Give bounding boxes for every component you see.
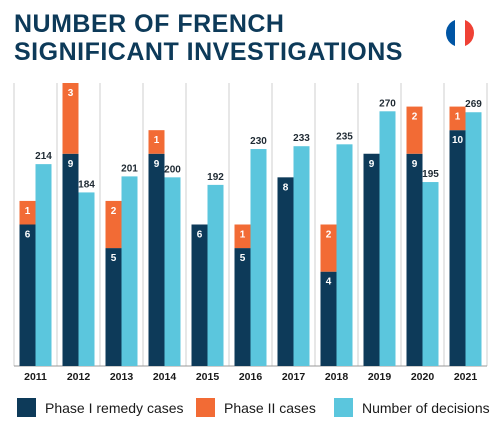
label-phase1-2020: 9 xyxy=(412,159,418,170)
label-decisions-2015: 192 xyxy=(207,172,224,183)
label-decisions-2019: 270 xyxy=(379,98,396,109)
bar-phase1-2012 xyxy=(62,153,79,366)
x-tick-2015: 2015 xyxy=(196,371,220,383)
bar-phase1-2021 xyxy=(449,130,466,366)
flag-stripe-blue xyxy=(446,19,456,47)
x-tick-2011: 2011 xyxy=(24,371,47,383)
bar-phase1-2019 xyxy=(363,153,380,366)
label-phase2-2020: 2 xyxy=(412,112,418,123)
legend-item-phase2: Phase II cases xyxy=(196,398,316,417)
flag-stripe-red xyxy=(464,19,474,47)
bar-phase1-2014 xyxy=(148,153,165,366)
bar-phase1-2011 xyxy=(19,224,36,366)
bar-decisions-2017 xyxy=(293,146,310,366)
bar-decisions-2021 xyxy=(465,112,482,366)
bar-decisions-2014 xyxy=(164,177,181,366)
label-phase1-2012: 9 xyxy=(68,159,74,170)
legend-item-phase1: Phase I remedy cases xyxy=(17,398,184,417)
bar-phase2-2016 xyxy=(234,224,251,249)
bar-chart: 6121420119318420125220120139120020146192… xyxy=(13,83,488,383)
x-tick-2018: 2018 xyxy=(325,371,349,383)
x-tick-2020: 2020 xyxy=(411,371,435,383)
bar-phase2-2020 xyxy=(406,106,423,154)
label-phase1-2011: 6 xyxy=(25,230,31,241)
bar-phase2-2011 xyxy=(19,200,36,225)
bar-phase2-2013 xyxy=(105,200,122,249)
legend-item-decisions: Number of decisions xyxy=(334,398,490,417)
x-tick-2017: 2017 xyxy=(282,371,306,383)
bar-decisions-2019 xyxy=(379,111,396,366)
bar-phase1-2016 xyxy=(234,248,251,366)
legend-swatch-phase2 xyxy=(196,398,215,417)
label-phase1-2021: 10 xyxy=(452,135,464,146)
bar-phase1-2020 xyxy=(406,153,423,366)
label-phase1-2018: 4 xyxy=(326,277,332,288)
bar-decisions-2015 xyxy=(207,184,224,366)
bar-decisions-2016 xyxy=(250,149,267,366)
label-phase1-2015: 6 xyxy=(197,230,203,241)
label-phase2-2014: 1 xyxy=(154,135,160,146)
bar-phase1-2018 xyxy=(320,271,337,366)
bar-phase1-2017 xyxy=(277,177,294,366)
x-tick-2012: 2012 xyxy=(67,371,91,383)
label-phase2-2012: 3 xyxy=(68,88,74,99)
x-tick-2021: 2021 xyxy=(454,371,478,383)
legend-label-phase1: Phase I remedy cases xyxy=(45,399,184,416)
legend-swatch-decisions xyxy=(334,398,353,417)
x-tick-2019: 2019 xyxy=(368,371,392,383)
label-decisions-2021: 269 xyxy=(465,99,482,110)
x-tick-2014: 2014 xyxy=(153,371,177,383)
legend-label-phase2: Phase II cases xyxy=(224,399,316,416)
bar-decisions-2020 xyxy=(422,182,439,366)
bar-phase1-2013 xyxy=(105,248,122,366)
label-decisions-2011: 214 xyxy=(35,151,52,162)
label-phase2-2013: 2 xyxy=(111,206,117,217)
label-decisions-2016: 230 xyxy=(250,136,267,147)
label-decisions-2017: 233 xyxy=(293,133,310,144)
legend-swatch-phase1 xyxy=(17,398,36,417)
bar-decisions-2012 xyxy=(78,192,95,366)
bar-phase2-2018 xyxy=(320,224,337,272)
label-decisions-2013: 201 xyxy=(121,163,138,174)
label-phase1-2019: 9 xyxy=(369,159,375,170)
label-phase2-2021: 1 xyxy=(455,112,461,123)
bar-decisions-2011 xyxy=(35,164,52,366)
label-phase2-2016: 1 xyxy=(240,230,246,241)
label-phase1-2013: 5 xyxy=(111,253,117,264)
label-phase2-2011: 1 xyxy=(25,206,31,217)
legend-label-decisions: Number of decisions xyxy=(362,399,490,416)
x-tick-2016: 2016 xyxy=(239,371,263,383)
bar-decisions-2013 xyxy=(121,176,138,366)
bar-phase2-2021 xyxy=(449,106,466,131)
label-decisions-2012: 184 xyxy=(78,179,95,190)
label-phase1-2017: 8 xyxy=(283,182,289,193)
label-decisions-2018: 235 xyxy=(336,131,353,142)
flag-stripe-white xyxy=(455,19,465,47)
label-decisions-2014: 200 xyxy=(164,164,181,175)
label-decisions-2020: 195 xyxy=(422,169,439,180)
bar-phase2-2012 xyxy=(62,83,79,154)
label-phase1-2014: 9 xyxy=(154,159,160,170)
label-phase1-2016: 5 xyxy=(240,253,246,264)
x-tick-2013: 2013 xyxy=(110,371,134,383)
chart-title: NUMBER OF FRENCH SIGNIFICANT INVESTIGATI… xyxy=(14,10,403,66)
label-phase2-2018: 2 xyxy=(326,230,332,241)
legend: Phase I remedy cases Phase II cases Numb… xyxy=(0,398,501,424)
france-flag-icon xyxy=(446,19,474,47)
bar-phase1-2015 xyxy=(191,224,208,366)
bar-phase2-2014 xyxy=(148,130,165,154)
bar-decisions-2018 xyxy=(336,144,353,366)
